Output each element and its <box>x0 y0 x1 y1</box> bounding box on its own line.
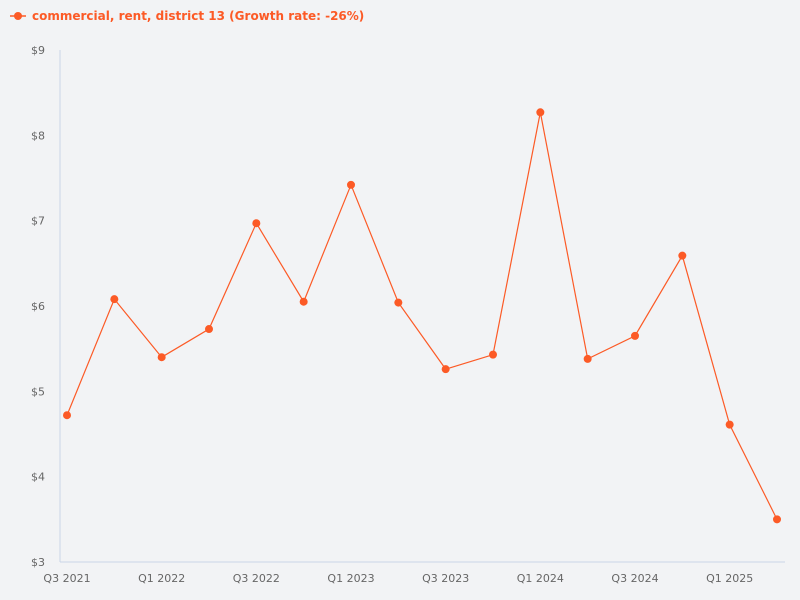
legend-label: commercial, rent, district 13 (Growth ra… <box>32 9 365 23</box>
data-point[interactable] <box>157 353 166 362</box>
data-series <box>63 108 781 524</box>
data-point[interactable] <box>347 180 355 189</box>
y-tick-label: $4 <box>31 471 45 484</box>
x-tick-label: Q1 2024 <box>517 572 564 585</box>
data-point[interactable] <box>205 325 213 334</box>
y-tick-label: $7 <box>31 215 45 228</box>
x-tick-label: Q3 2022 <box>233 572 280 585</box>
x-axis: Q3 2021 Q1 2022 Q3 2022 Q1 2023 Q3 2023 Q1 20… <box>43 561 785 585</box>
data-point[interactable] <box>63 411 71 420</box>
data-point[interactable] <box>536 108 545 117</box>
data-point[interactable] <box>631 331 639 340</box>
x-tick-label: Q3 2023 <box>422 572 469 585</box>
data-point[interactable] <box>725 420 734 429</box>
data-point[interactable] <box>394 298 403 307</box>
data-point[interactable] <box>583 354 592 363</box>
data-point[interactable] <box>110 295 119 304</box>
data-point[interactable] <box>773 515 781 524</box>
x-tick-label: Q1 2022 <box>138 572 185 585</box>
series-line <box>66 112 778 520</box>
y-tick-label: $5 <box>31 385 45 398</box>
y-tick-label: $3 <box>31 556 45 569</box>
x-tick-label: Q1 2025 <box>706 572 753 585</box>
data-point[interactable] <box>252 219 261 228</box>
line-with-dot-icon <box>10 12 26 20</box>
y-axis: $3 $4 $5 $6 $7 $8 $9 <box>31 44 61 569</box>
x-tick-label: Q3 2021 <box>43 572 90 585</box>
data-point[interactable] <box>441 365 450 374</box>
x-tick-label: Q1 2023 <box>327 572 374 585</box>
data-point[interactable] <box>299 297 308 306</box>
data-point[interactable] <box>489 350 497 359</box>
y-tick-label: $6 <box>31 300 45 313</box>
x-tick-label: Q3 2024 <box>611 572 658 585</box>
y-tick-label: $8 <box>31 129 45 142</box>
y-tick-label: $9 <box>31 44 45 57</box>
data-point[interactable] <box>678 251 687 260</box>
legend[interactable]: commercial, rent, district 13 (Growth ra… <box>10 9 364 23</box>
